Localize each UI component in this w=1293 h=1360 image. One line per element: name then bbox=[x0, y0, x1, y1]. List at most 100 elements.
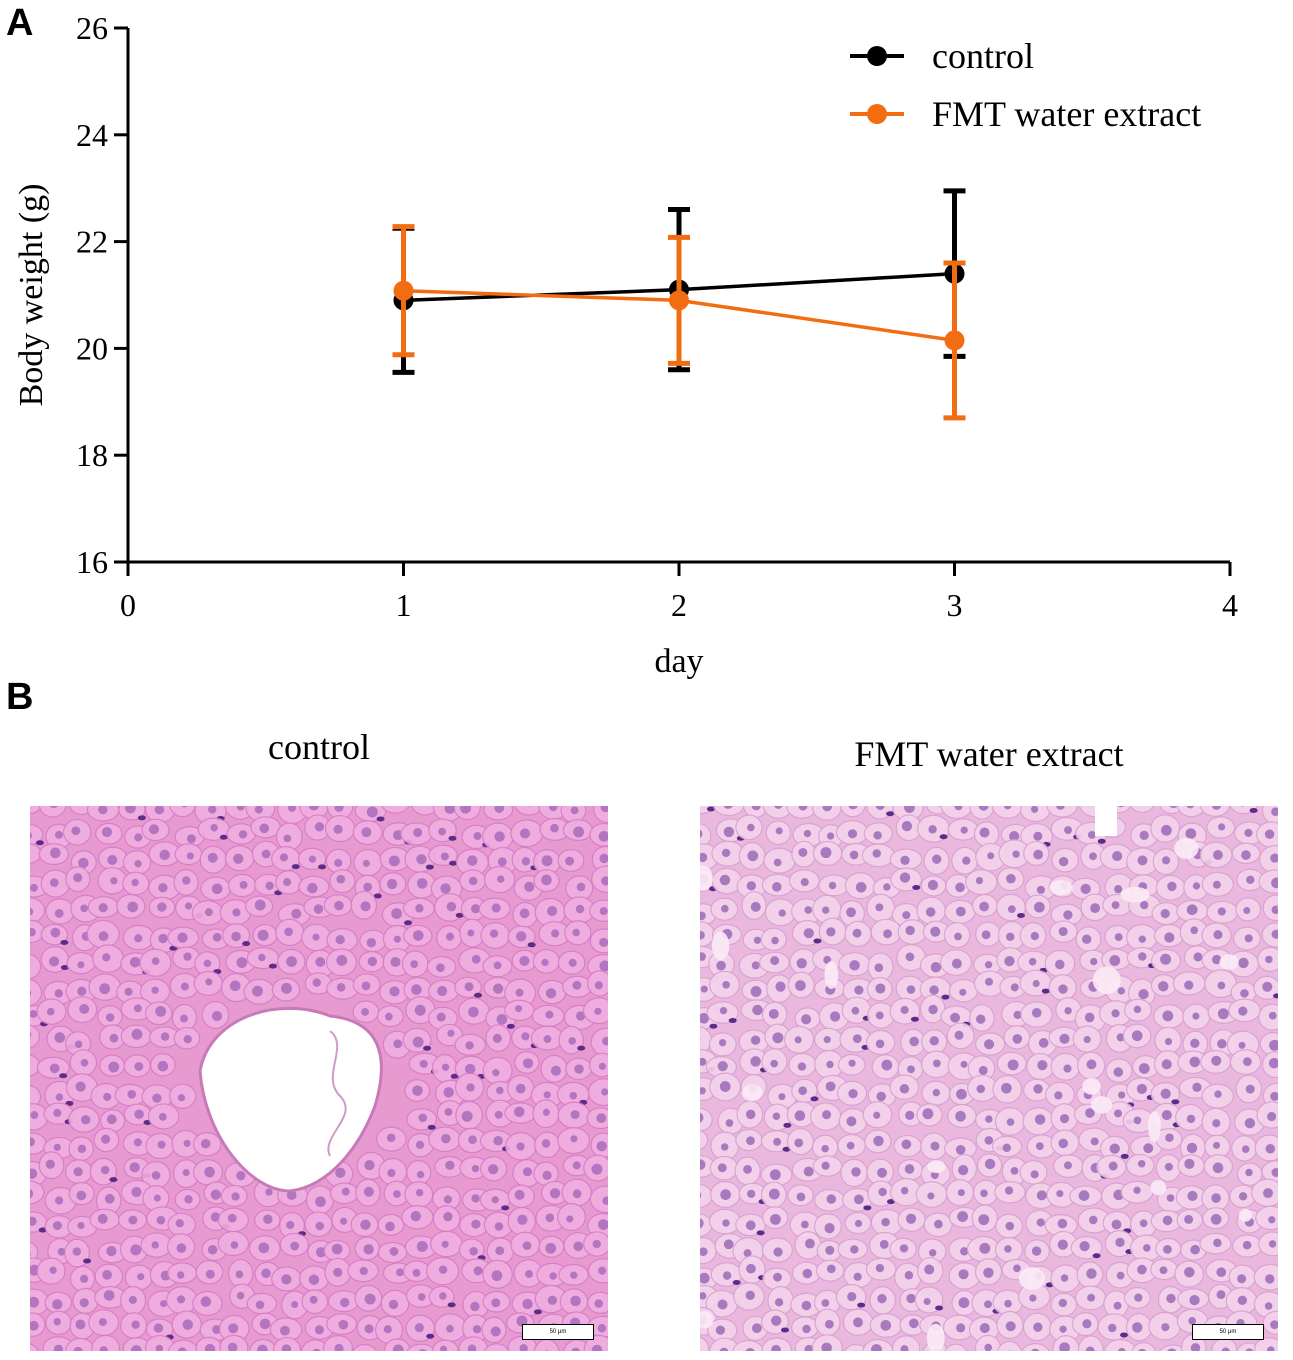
nucleus bbox=[957, 1211, 969, 1222]
nucleus bbox=[231, 1192, 240, 1201]
nucleus bbox=[962, 856, 971, 865]
nucleus bbox=[1010, 983, 1019, 992]
nucleus bbox=[1085, 1108, 1095, 1118]
kupffer-nucleus bbox=[1171, 1099, 1180, 1105]
vacuole bbox=[1147, 1111, 1161, 1143]
kupffer-nucleus bbox=[886, 1199, 895, 1205]
nucleus bbox=[846, 1141, 855, 1150]
kupffer-nucleus bbox=[38, 1227, 47, 1233]
hepatocyte bbox=[352, 1343, 378, 1351]
nucleus bbox=[1115, 1237, 1125, 1248]
nucleus bbox=[186, 834, 196, 844]
nucleus bbox=[875, 806, 885, 810]
nucleus bbox=[1270, 1320, 1278, 1330]
nucleus bbox=[825, 1081, 836, 1092]
vacuole bbox=[824, 961, 839, 989]
nucleus bbox=[875, 1263, 885, 1273]
hepatocyte bbox=[940, 806, 973, 820]
nucleus bbox=[393, 1039, 403, 1049]
nucleus bbox=[97, 1213, 108, 1224]
nucleus bbox=[80, 1115, 91, 1125]
hepatocyte bbox=[589, 899, 608, 922]
nucleus bbox=[955, 906, 966, 917]
nucleus bbox=[1088, 1215, 1098, 1225]
nucleus bbox=[184, 902, 193, 910]
nucleus bbox=[52, 1221, 62, 1231]
nucleus bbox=[176, 1243, 187, 1253]
nucleus bbox=[363, 1244, 374, 1255]
nucleus bbox=[514, 1106, 525, 1118]
nucleus bbox=[497, 857, 507, 867]
nucleus bbox=[211, 883, 223, 895]
nucleus bbox=[543, 1091, 551, 1099]
hepatocyte bbox=[1261, 922, 1278, 948]
hepatocyte bbox=[1258, 869, 1278, 894]
nucleus bbox=[1244, 828, 1253, 837]
nucleus bbox=[315, 1196, 326, 1208]
nucleus bbox=[854, 985, 864, 995]
nucleus bbox=[801, 1300, 812, 1311]
nucleus bbox=[1107, 1323, 1117, 1333]
nucleus bbox=[1166, 1194, 1175, 1202]
hepatocyte bbox=[91, 1334, 121, 1351]
nucleus bbox=[976, 1014, 986, 1024]
nucleus bbox=[1244, 934, 1253, 943]
nucleus bbox=[1132, 1322, 1143, 1333]
nucleus bbox=[1006, 873, 1016, 884]
nucleus bbox=[263, 1214, 273, 1224]
nucleus bbox=[79, 1004, 90, 1014]
vein-endothelium-fold bbox=[327, 1030, 347, 1157]
nucleus bbox=[465, 1041, 474, 1050]
hepatocyte bbox=[713, 806, 745, 817]
nucleus bbox=[176, 1271, 185, 1279]
nucleus bbox=[110, 877, 118, 885]
kupffer-nucleus bbox=[376, 816, 385, 822]
nucleus bbox=[54, 1032, 66, 1043]
nucleus bbox=[1190, 1038, 1200, 1048]
hepatocyte bbox=[1262, 894, 1278, 922]
nucleus bbox=[1080, 883, 1091, 895]
nucleus bbox=[1133, 1005, 1142, 1014]
nucleus bbox=[471, 904, 481, 914]
nucleus bbox=[1212, 1119, 1221, 1128]
nucleus bbox=[960, 1060, 968, 1068]
nucleus bbox=[182, 876, 191, 885]
nucleus bbox=[281, 1274, 292, 1285]
kupffer-nucleus bbox=[35, 840, 44, 846]
scale-bar-control: 50 μm bbox=[522, 1324, 594, 1340]
nucleus bbox=[1161, 1323, 1170, 1332]
nucleus bbox=[1238, 1041, 1246, 1049]
nucleus bbox=[495, 1246, 505, 1256]
nucleus bbox=[1138, 1063, 1150, 1074]
nucleus bbox=[75, 1081, 86, 1092]
nucleus bbox=[1237, 1295, 1248, 1306]
hepatocyte bbox=[1255, 1205, 1278, 1231]
nucleus bbox=[519, 828, 531, 839]
nucleus bbox=[159, 849, 170, 861]
nucleus bbox=[415, 1188, 424, 1197]
nucleus bbox=[572, 928, 580, 937]
nucleus bbox=[1056, 1190, 1064, 1198]
nucleus bbox=[109, 1033, 119, 1043]
nucleus bbox=[1004, 1245, 1012, 1253]
nucleus bbox=[77, 1144, 87, 1154]
nucleus bbox=[1057, 1218, 1068, 1229]
nucleus bbox=[750, 901, 761, 912]
nucleus bbox=[236, 1291, 245, 1300]
nucleus bbox=[576, 882, 586, 892]
kupffer-nucleus bbox=[404, 920, 413, 926]
nucleus bbox=[1269, 1039, 1278, 1051]
nucleus bbox=[73, 1346, 83, 1351]
nucleus bbox=[768, 1008, 779, 1019]
nucleus bbox=[212, 1325, 222, 1334]
nucleus bbox=[720, 1189, 731, 1200]
nucleus bbox=[440, 883, 451, 894]
nucleus bbox=[1212, 880, 1221, 889]
hepatocyte bbox=[273, 1336, 301, 1351]
nucleus bbox=[521, 857, 531, 866]
kupffer-nucleus bbox=[423, 1045, 432, 1051]
nucleus bbox=[1165, 1133, 1174, 1142]
nucleus bbox=[1243, 1057, 1252, 1067]
nucleus bbox=[773, 1247, 783, 1257]
nucleus bbox=[443, 1087, 454, 1098]
